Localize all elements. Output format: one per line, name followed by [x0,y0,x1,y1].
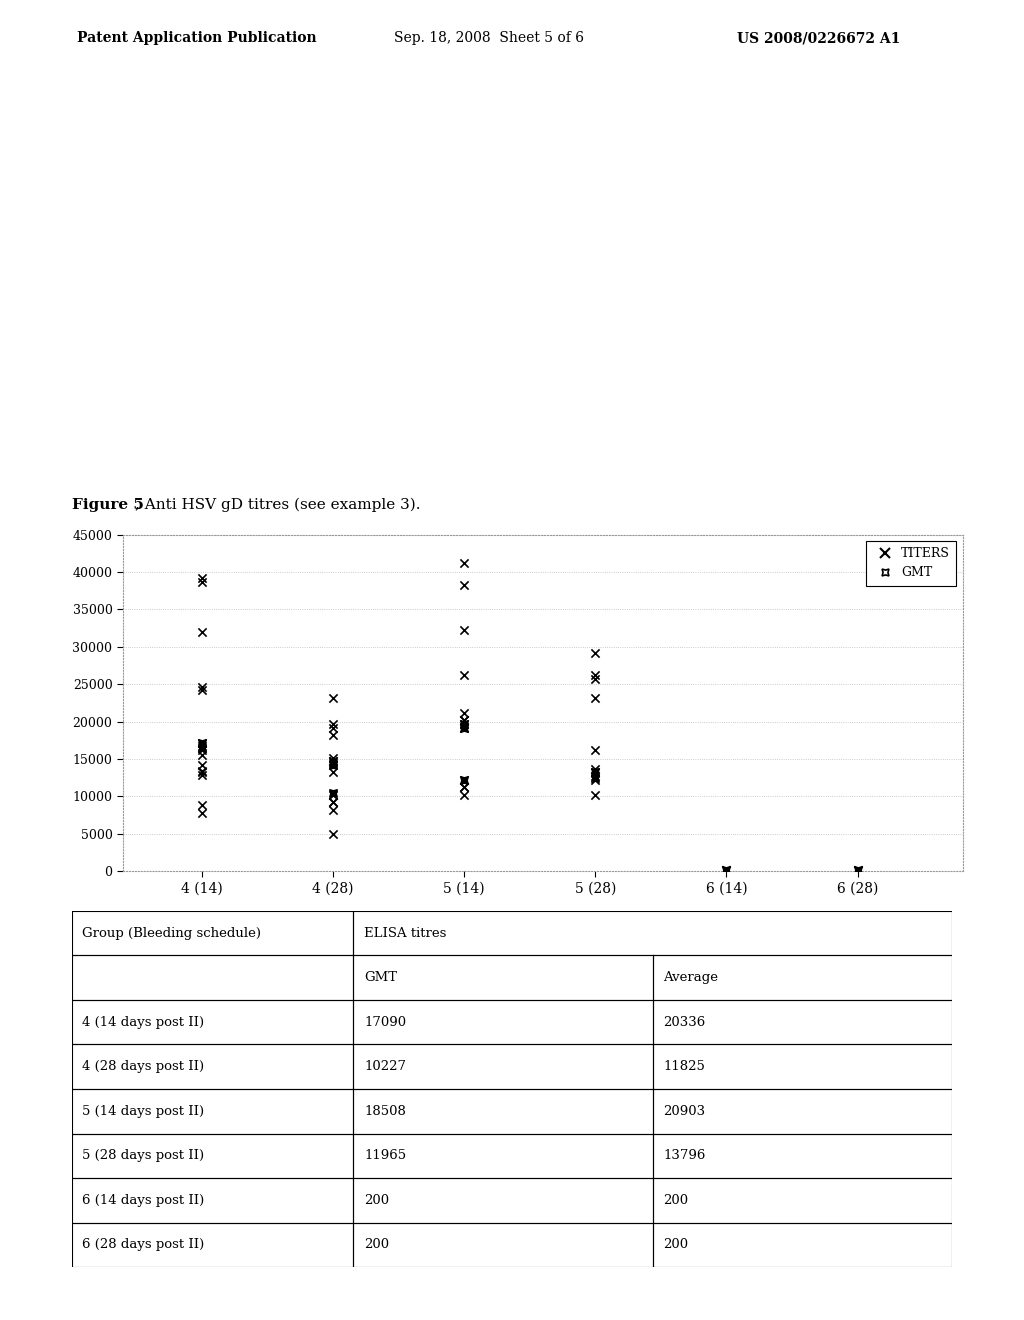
Text: 200: 200 [365,1193,389,1206]
Point [325,752,341,774]
Point [194,803,210,824]
Point [325,824,341,845]
Text: Figure 5: Figure 5 [72,498,143,512]
Point [718,859,734,880]
Point [587,767,603,788]
Text: Average: Average [664,972,719,985]
Point [456,713,472,734]
Point [849,859,865,880]
Point [194,677,210,698]
Point [456,576,472,597]
Point [194,762,210,783]
Text: 200: 200 [664,1238,688,1251]
Point [194,764,210,785]
Text: 4 (28 days post II): 4 (28 days post II) [82,1060,205,1073]
Text: , Anti HSV gD titres (see example 3).: , Anti HSV gD titres (see example 3). [135,498,421,512]
Text: 10227: 10227 [365,1060,407,1073]
Text: 13796: 13796 [664,1150,706,1163]
Text: ELISA titres: ELISA titres [365,927,446,940]
Point [587,762,603,783]
Point [456,784,472,805]
Point [325,792,341,813]
Point [194,572,210,593]
Point [456,777,472,799]
Point [325,792,341,813]
Point [194,735,210,756]
Point [194,760,210,781]
Point [849,859,865,880]
Text: 6 (14 days post II): 6 (14 days post II) [82,1193,205,1206]
Point [194,755,210,776]
Text: Patent Application Publication: Patent Application Publication [77,32,316,45]
Point [587,762,603,783]
Text: 20903: 20903 [664,1105,706,1118]
Point [718,859,734,880]
Point [194,795,210,816]
Text: US 2008/0226672 A1: US 2008/0226672 A1 [737,32,901,45]
Point [194,737,210,758]
Point [325,688,341,709]
Text: 200: 200 [365,1238,389,1251]
Text: GMT: GMT [365,972,397,985]
Text: 6 (28 days post II): 6 (28 days post II) [82,1238,205,1251]
GMT [194,733,210,754]
Point [587,688,603,709]
Point [456,665,472,686]
Text: 20336: 20336 [664,1015,706,1028]
Point [456,777,472,799]
Point [325,725,341,746]
Point [456,770,472,791]
Point [456,717,472,738]
Text: Sep. 18, 2008  Sheet 5 of 6: Sep. 18, 2008 Sheet 5 of 6 [394,32,585,45]
Point [325,800,341,821]
Text: 5 (28 days post II): 5 (28 days post II) [82,1150,205,1163]
Point [456,770,472,791]
Point [325,717,341,738]
Text: 4 (14 days post II): 4 (14 days post II) [82,1015,205,1028]
Point [325,755,341,776]
Point [194,733,210,754]
Point [456,717,472,738]
Point [587,784,603,805]
Text: Group (Bleeding schedule): Group (Bleeding schedule) [82,927,261,940]
Text: 11965: 11965 [365,1150,407,1163]
Text: 18508: 18508 [365,1105,406,1118]
Point [456,710,472,731]
Point [456,553,472,574]
Point [718,859,734,880]
Point [587,766,603,787]
Point [194,739,210,760]
Point [849,859,865,880]
Point [325,751,341,772]
Point [587,758,603,779]
Point [587,643,603,664]
Point [325,781,341,803]
Point [325,747,341,768]
Text: 5 (14 days post II): 5 (14 days post II) [82,1105,205,1118]
Point [325,762,341,783]
Point [194,622,210,643]
TITERS [194,744,210,766]
Point [587,665,603,686]
Point [456,702,472,723]
Text: 11825: 11825 [664,1060,706,1073]
Point [325,751,341,772]
Point [587,668,603,689]
Point [587,739,603,760]
Text: 200: 200 [664,1193,688,1206]
Text: 17090: 17090 [365,1015,407,1028]
Point [325,784,341,805]
Point [456,713,472,734]
Point [194,680,210,701]
Point [587,770,603,791]
Point [456,620,472,642]
Legend: TITERS, GMT: TITERS, GMT [866,541,956,586]
Point [456,710,472,731]
Point [194,568,210,589]
Point [325,713,341,734]
